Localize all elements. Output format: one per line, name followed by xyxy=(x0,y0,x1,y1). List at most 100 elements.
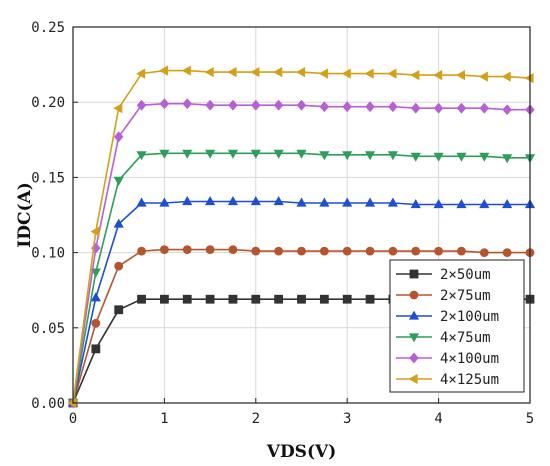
data-point xyxy=(319,101,330,113)
data-point xyxy=(113,176,124,186)
data-point xyxy=(319,151,330,161)
data-point xyxy=(342,197,353,207)
data-point xyxy=(250,196,261,206)
data-point xyxy=(342,101,352,113)
legend-label: 2×50um xyxy=(440,267,491,283)
x-tick-label: 4 xyxy=(434,411,442,427)
data-point xyxy=(251,99,261,111)
data-point xyxy=(137,246,146,256)
x-tick-label: 2 xyxy=(252,411,260,427)
data-point xyxy=(411,102,421,114)
series-2 xyxy=(67,196,536,407)
data-point xyxy=(365,246,375,256)
x-tick-label: 0 xyxy=(69,411,77,427)
x-tick-label: 5 xyxy=(526,411,534,427)
y-tick-label: 0.25 xyxy=(31,20,65,36)
data-point xyxy=(273,99,284,111)
data-point xyxy=(502,248,512,258)
data-point xyxy=(227,67,237,78)
data-point xyxy=(365,294,375,304)
data-point xyxy=(113,218,124,228)
plot-frame xyxy=(72,26,531,404)
data-point xyxy=(502,154,513,164)
y-tick-label: 0.10 xyxy=(31,246,65,262)
legend-item: 4×100um xyxy=(396,351,499,367)
data-point xyxy=(502,199,513,209)
data-point xyxy=(456,70,466,81)
data-point xyxy=(364,151,376,161)
data-point xyxy=(90,268,101,278)
y-tick-label: 0.05 xyxy=(31,321,65,337)
legend-marker xyxy=(408,310,420,320)
data-point xyxy=(365,101,375,113)
y-axis-ticks: 0.00 0.05 0.10 0.15 0.20 0.25 xyxy=(31,20,78,412)
x-axis-ticks: 0 1 2 3 4 5 xyxy=(69,398,534,427)
data-point xyxy=(501,71,511,82)
data-point xyxy=(319,294,329,304)
x-axis-label: VDS(V) xyxy=(266,442,337,462)
legend-item: 2×100um xyxy=(396,309,499,325)
data-point xyxy=(205,99,215,111)
data-point xyxy=(479,102,490,114)
data-point xyxy=(433,70,443,81)
data-point xyxy=(479,152,490,162)
data-point xyxy=(411,246,421,256)
data-point xyxy=(136,68,146,79)
legend: 2×50um 2×75um 2×100um 4×75um 4×100um 4×125um xyxy=(389,259,525,393)
data-point xyxy=(433,199,444,209)
data-point xyxy=(456,152,467,162)
data-point xyxy=(91,318,101,328)
data-point xyxy=(296,149,307,159)
data-point xyxy=(136,197,147,207)
data-point xyxy=(342,294,352,304)
data-point xyxy=(251,246,261,256)
data-point xyxy=(113,103,123,114)
data-point xyxy=(91,344,101,354)
data-point xyxy=(318,68,328,79)
data-point xyxy=(251,294,261,304)
legend-marker xyxy=(408,373,418,385)
data-point xyxy=(387,151,398,161)
data-point xyxy=(478,71,488,82)
data-point xyxy=(227,149,239,159)
y-tick-label: 0.00 xyxy=(31,396,65,412)
data-point xyxy=(342,151,353,161)
data-point xyxy=(182,245,192,254)
legend-item: 2×75um xyxy=(396,288,491,304)
data-point xyxy=(479,199,490,209)
data-point xyxy=(90,292,101,302)
data-point xyxy=(410,199,421,209)
data-point xyxy=(456,199,467,209)
data-point xyxy=(388,246,398,256)
data-point xyxy=(159,197,170,207)
data-point xyxy=(137,294,146,304)
data-point xyxy=(297,246,306,256)
legend-marker xyxy=(409,269,419,279)
data-point xyxy=(297,294,306,304)
data-point xyxy=(433,152,444,162)
data-point xyxy=(228,99,238,111)
y-tick-label: 0.20 xyxy=(31,95,65,111)
data-point xyxy=(524,73,534,84)
data-point xyxy=(182,149,193,159)
data-point xyxy=(114,261,124,271)
legend-marker xyxy=(409,352,419,364)
data-point xyxy=(457,246,466,256)
data-point xyxy=(159,245,169,254)
data-point xyxy=(159,294,169,304)
data-point xyxy=(387,68,397,79)
data-point xyxy=(204,67,214,78)
data-point xyxy=(250,67,260,78)
y-tick-label: 0.15 xyxy=(31,170,65,186)
data-point xyxy=(456,102,467,114)
legend-label: 4×125um xyxy=(440,372,499,388)
data-point xyxy=(273,67,283,78)
data-point xyxy=(502,104,512,116)
data-point xyxy=(227,196,239,206)
data-point xyxy=(364,68,374,79)
series-5 xyxy=(67,65,534,409)
data-point xyxy=(410,70,420,81)
data-point xyxy=(228,294,238,304)
data-point xyxy=(205,245,215,254)
